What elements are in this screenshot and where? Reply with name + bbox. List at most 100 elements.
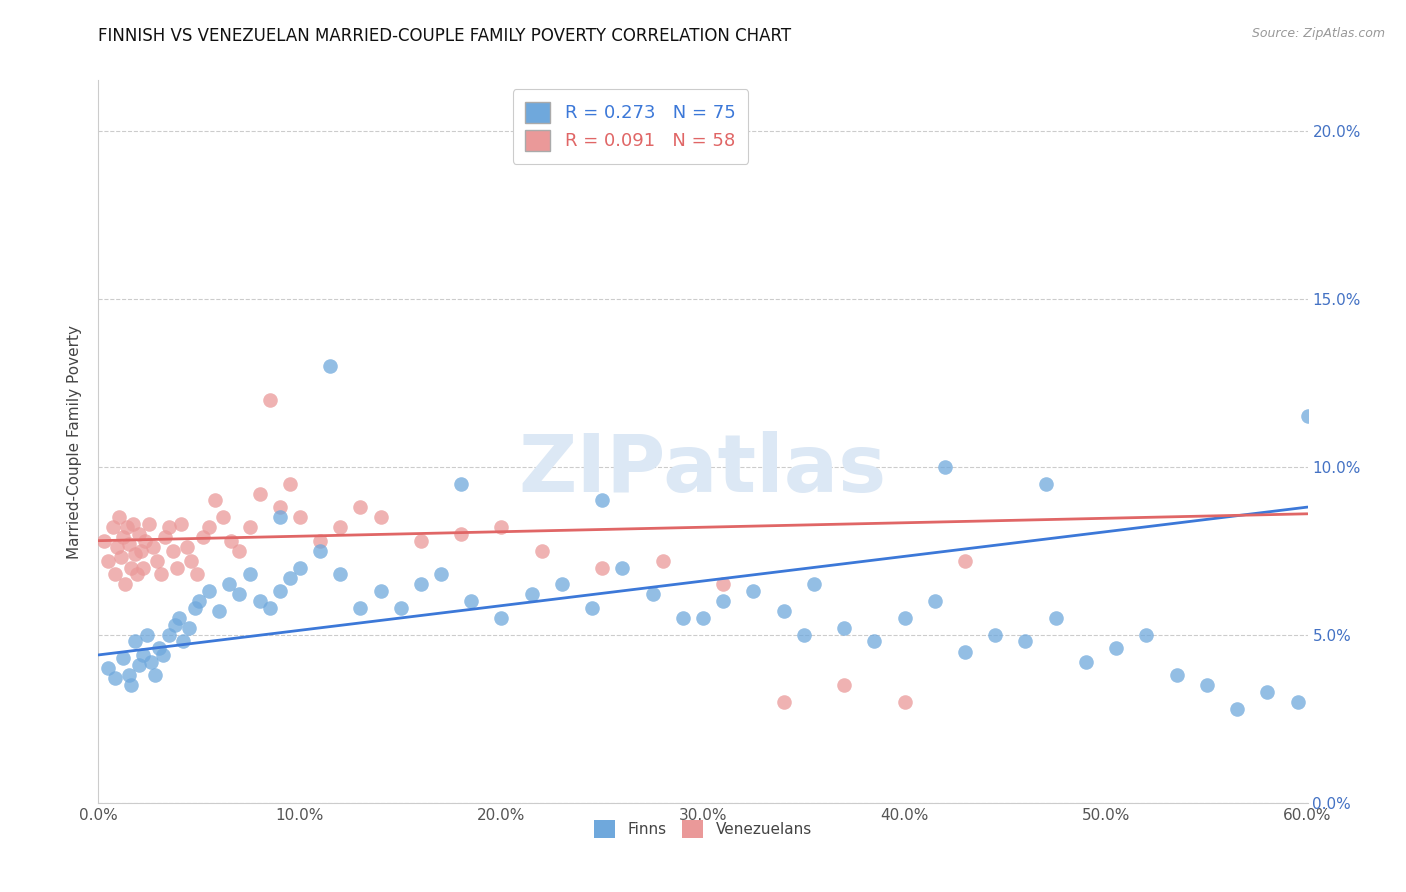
Point (581, 600, 603, 615)
Point (742, 584, 765, 599)
Point (172, 634, 194, 648)
Point (349, 600, 371, 615)
Point (651, 554, 673, 568)
Point (186, 567, 208, 582)
Point (179, 621, 201, 635)
Point (409, 577, 432, 591)
Point (239, 567, 262, 582)
Point (101, 520, 124, 534)
Point (793, 628, 815, 642)
Y-axis label: Married-Couple Family Poverty: Married-Couple Family Poverty (67, 325, 83, 558)
Point (672, 611, 695, 625)
Point (249, 594, 271, 608)
Point (551, 577, 574, 591)
Text: Source: ZipAtlas.com: Source: ZipAtlas.com (1251, 27, 1385, 40)
Point (208, 604, 231, 618)
Point (239, 520, 262, 534)
Point (103, 672, 125, 686)
Point (180, 554, 202, 568)
Point (212, 510, 235, 524)
Point (803, 577, 825, 591)
Point (249, 486, 271, 500)
Point (128, 658, 150, 673)
Point (138, 516, 160, 531)
Point (612, 560, 634, 574)
Text: FINNISH VS VENEZUELAN MARRIED-COUPLE FAMILY POVERTY CORRELATION CHART: FINNISH VS VENEZUELAN MARRIED-COUPLE FAM… (98, 27, 792, 45)
Point (1166, 668, 1188, 682)
Point (163, 617, 186, 632)
Point (491, 520, 513, 534)
Point (135, 628, 157, 642)
Point (591, 560, 613, 574)
Point (157, 628, 180, 642)
Point (118, 668, 141, 682)
Point (97, 554, 120, 568)
Point (228, 587, 250, 601)
Point (259, 392, 281, 407)
Point (146, 554, 169, 568)
Point (132, 560, 155, 574)
Point (128, 527, 150, 541)
Point (288, 560, 311, 574)
Point (129, 543, 152, 558)
Point (269, 510, 291, 524)
Point (450, 476, 472, 491)
Point (198, 520, 221, 534)
Point (530, 543, 553, 558)
Point (1316, 208, 1339, 222)
Point (863, 634, 886, 648)
Point (111, 651, 134, 665)
Point (228, 543, 250, 558)
Point (97, 661, 120, 675)
Legend: Finns, Venezuelans: Finns, Venezuelans (586, 813, 820, 846)
Point (167, 611, 190, 625)
Point (120, 678, 142, 692)
Point (591, 493, 613, 508)
Point (166, 560, 188, 574)
Point (1014, 634, 1036, 648)
Point (115, 520, 138, 534)
Point (1286, 695, 1309, 709)
Point (170, 516, 193, 531)
Point (1195, 678, 1218, 692)
Point (460, 594, 482, 608)
Point (389, 600, 412, 615)
Point (692, 611, 714, 625)
Point (107, 510, 129, 524)
Point (370, 510, 392, 524)
Point (641, 587, 664, 601)
Point (143, 668, 166, 682)
Point (152, 648, 174, 662)
Point (1296, 409, 1319, 424)
Point (491, 611, 513, 625)
Point (221, 533, 243, 548)
Point (198, 584, 221, 599)
Point (832, 621, 855, 635)
Point (520, 587, 543, 601)
Point (309, 533, 332, 548)
Point (1135, 628, 1157, 642)
Point (184, 600, 207, 615)
Point (149, 567, 172, 582)
Point (288, 510, 311, 524)
Point (114, 577, 136, 591)
Point (309, 543, 332, 558)
Point (1035, 476, 1057, 491)
Point (1226, 702, 1249, 716)
Point (176, 541, 198, 555)
Point (772, 604, 794, 618)
Point (893, 695, 915, 709)
Point (349, 500, 371, 514)
Point (711, 577, 734, 591)
Point (430, 567, 453, 582)
Point (110, 550, 132, 565)
Point (148, 641, 170, 656)
Point (124, 634, 146, 648)
Point (121, 516, 143, 531)
Point (1105, 641, 1128, 656)
Point (142, 541, 165, 555)
Point (103, 567, 125, 582)
Point (218, 577, 240, 591)
Point (139, 655, 162, 669)
Point (278, 476, 301, 491)
